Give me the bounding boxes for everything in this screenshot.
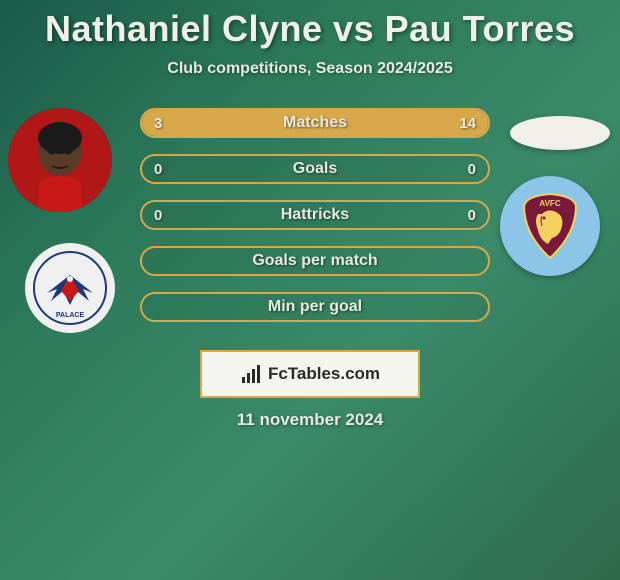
stat-label: Goals per match	[142, 252, 488, 270]
comparison-title: Nathaniel Clyne vs Pau Torres	[0, 0, 620, 50]
stat-label: Min per goal	[142, 298, 488, 316]
stat-row-mpg: Min per goal	[140, 292, 490, 322]
stat-row-hattricks: 0 Hattricks 0	[140, 200, 490, 230]
svg-text:PALACE: PALACE	[56, 312, 85, 319]
stat-label: Matches	[142, 114, 488, 132]
stat-row-goals: 0 Goals 0	[140, 154, 490, 184]
brand-text: FcTables.com	[268, 364, 380, 384]
player2-club-badge: AVFC	[500, 176, 600, 276]
stat-row-gpm: Goals per match	[140, 246, 490, 276]
chart-icon	[240, 363, 262, 385]
svg-text:AVFC: AVFC	[539, 199, 560, 208]
stat-value-right: 0	[468, 207, 476, 224]
stat-bars: 3 Matches 14 0 Goals 0 0 Hattricks 0 Goa…	[140, 108, 490, 338]
stat-row-matches: 3 Matches 14	[140, 108, 490, 138]
brand-box: FcTables.com	[200, 350, 420, 398]
comparison-subtitle: Club competitions, Season 2024/2025	[0, 60, 620, 78]
player1-club-badge: PALACE	[25, 243, 115, 333]
stat-label: Goals	[142, 160, 488, 178]
player2-photo-placeholder	[510, 116, 610, 150]
date: 11 november 2024	[0, 410, 620, 430]
stat-label: Hattricks	[142, 206, 488, 224]
stat-value-right: 14	[459, 115, 476, 132]
stat-value-right: 0	[468, 161, 476, 178]
player1-photo	[8, 108, 112, 212]
